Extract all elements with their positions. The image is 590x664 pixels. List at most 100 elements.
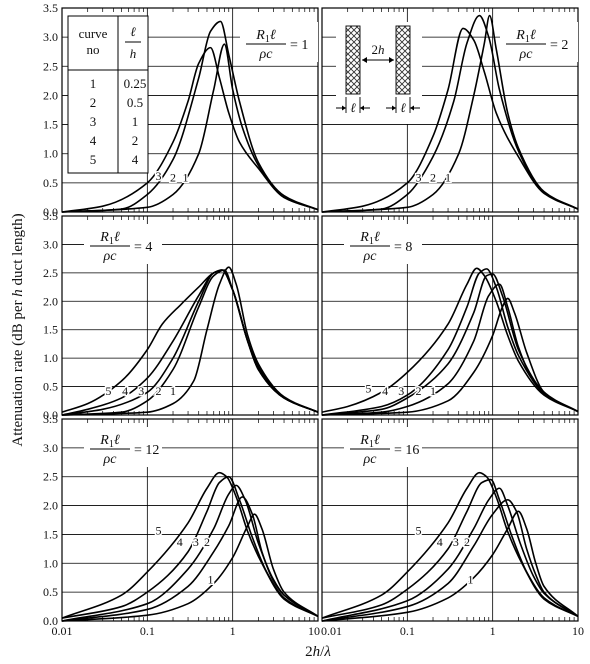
param-numerator: R1ℓ [255, 28, 276, 45]
y-axis-label: Attenuation rate (dB per h duct length) [10, 213, 26, 446]
x-tick-label: 0.1 [400, 624, 415, 638]
y-tick-label: 2.5 [43, 266, 58, 280]
curve-number-label: 1 [430, 384, 436, 398]
legend-row-curve: 4 [90, 133, 97, 148]
param-label-bg [84, 427, 162, 467]
legend-row-ratio: 2 [132, 133, 139, 148]
param-numerator: R1ℓ [99, 230, 120, 247]
legend-header-ratio-num: ℓ [130, 24, 136, 39]
legend-header-curve: curve [79, 26, 108, 41]
frame-layer [61, 7, 579, 622]
y-tick-label: 2.0 [43, 88, 58, 102]
x-tick-label: 0.1 [140, 624, 155, 638]
panel-frame [61, 418, 319, 622]
curve-3 [61, 484, 319, 622]
liner-thickness-label: ℓ [400, 100, 406, 115]
param-label: R1ℓ ρc = 4 [84, 224, 162, 264]
duct-diagram: 2h ℓ ℓ [336, 22, 422, 124]
curve-number-label: 1 [208, 572, 214, 586]
y-tick-label: 3.0 [43, 237, 58, 251]
param-numerator: R1ℓ [359, 230, 380, 247]
y-tick-label: 0.5 [43, 380, 58, 394]
curve-number-label: 1 [468, 572, 474, 586]
y-tick-label: 1.5 [43, 323, 58, 337]
param-value: = 8 [394, 240, 412, 255]
param-denominator: ρc [103, 249, 118, 264]
curve-number-label: 5 [365, 381, 371, 395]
param-label: R1ℓ ρc = 2 [500, 22, 578, 62]
curve-number-label: 5 [105, 384, 111, 398]
curve-5 [61, 269, 319, 413]
curve-1 [61, 266, 319, 416]
curve-number-label: 3 [415, 171, 421, 185]
x-axis-label: 2h/λ [305, 644, 331, 660]
param-denominator: ρc [259, 47, 274, 62]
legend-row-curve: 3 [90, 114, 97, 129]
curve-1 [321, 510, 579, 622]
param-label: R1ℓ ρc = 16 [344, 427, 422, 467]
param-label-bg [344, 427, 422, 467]
y-tick-label: 3.5 [43, 209, 58, 223]
y-tick-label: 2.0 [43, 499, 58, 513]
param-label-bg [500, 22, 578, 62]
curve-number-label: 2 [155, 384, 161, 398]
curve-4 [321, 268, 579, 416]
curve-number-label: 4 [382, 384, 388, 398]
y-tick-label: 3.5 [43, 412, 58, 426]
curve-number-label: 3 [398, 384, 404, 398]
curve-number-label: 2 [464, 535, 470, 549]
duct-liner [395, 25, 411, 95]
duct-width-label: 2h [372, 42, 385, 57]
curve-layer [61, 14, 579, 622]
curve-number-label: 2 [204, 535, 210, 549]
overlay-layer: R1ℓ ρc = 1 R1ℓ ρc = 2 R1ℓ ρc = 4 R1ℓ ρc = 8 R1ℓ ρc = 1… [67, 15, 578, 467]
curve-number-label: 1 [182, 171, 188, 185]
panel-frame [61, 7, 319, 213]
curve-number-label: 3 [193, 535, 199, 549]
x-tick-label: 1 [230, 624, 236, 638]
curve-number-label: 4 [437, 535, 443, 549]
curve-3 [61, 46, 319, 213]
curve-number-label: 2 [415, 384, 421, 398]
y-tick-label: 1.0 [43, 556, 58, 570]
param-value: = 16 [394, 443, 419, 458]
y-tick-label: 1.0 [43, 351, 58, 365]
y-tick-label: 1.5 [43, 118, 58, 132]
curve-number-label: 1 [445, 171, 451, 185]
y-tick-label: 2.5 [43, 470, 58, 484]
curve-3 [321, 27, 579, 213]
legend-row-curve: 1 [90, 76, 97, 91]
curve-5 [321, 267, 579, 413]
y-tick-label: 0.5 [43, 585, 58, 599]
curve-number-label: 5 [415, 523, 421, 537]
panel-frame [321, 7, 579, 213]
param-value: = 12 [134, 443, 159, 458]
param-value: = 2 [550, 38, 568, 53]
curve-3 [321, 487, 579, 622]
param-label-bg [240, 22, 318, 62]
legend-row-curve: 5 [90, 152, 97, 167]
legend-row-curve: 2 [90, 95, 97, 110]
panel-frame [321, 215, 579, 416]
y-tick-label: 1.0 [43, 147, 58, 161]
legend-header-ratio-den: h [130, 46, 137, 61]
curve-5 [61, 471, 319, 619]
param-denominator: ρc [363, 249, 378, 264]
x-tick-label: 1 [490, 624, 496, 638]
param-denominator: ρc [519, 47, 534, 62]
x-tick-label: 10 [308, 624, 320, 638]
curve-number-label: 3 [453, 535, 459, 549]
panel-frame [61, 215, 319, 416]
y-tick-label: 3.0 [43, 441, 58, 455]
legend-row-ratio: 4 [132, 152, 139, 167]
curve-number-label: 1 [170, 384, 176, 398]
legend-row-ratio: 1 [132, 114, 139, 129]
param-label-bg [84, 224, 162, 264]
panel-frame [321, 418, 579, 622]
curve-2 [61, 269, 319, 416]
x-tick-label: 10 [572, 624, 584, 638]
y-tick-label: 0.5 [43, 176, 58, 190]
param-label: R1ℓ ρc = 1 [240, 22, 318, 62]
